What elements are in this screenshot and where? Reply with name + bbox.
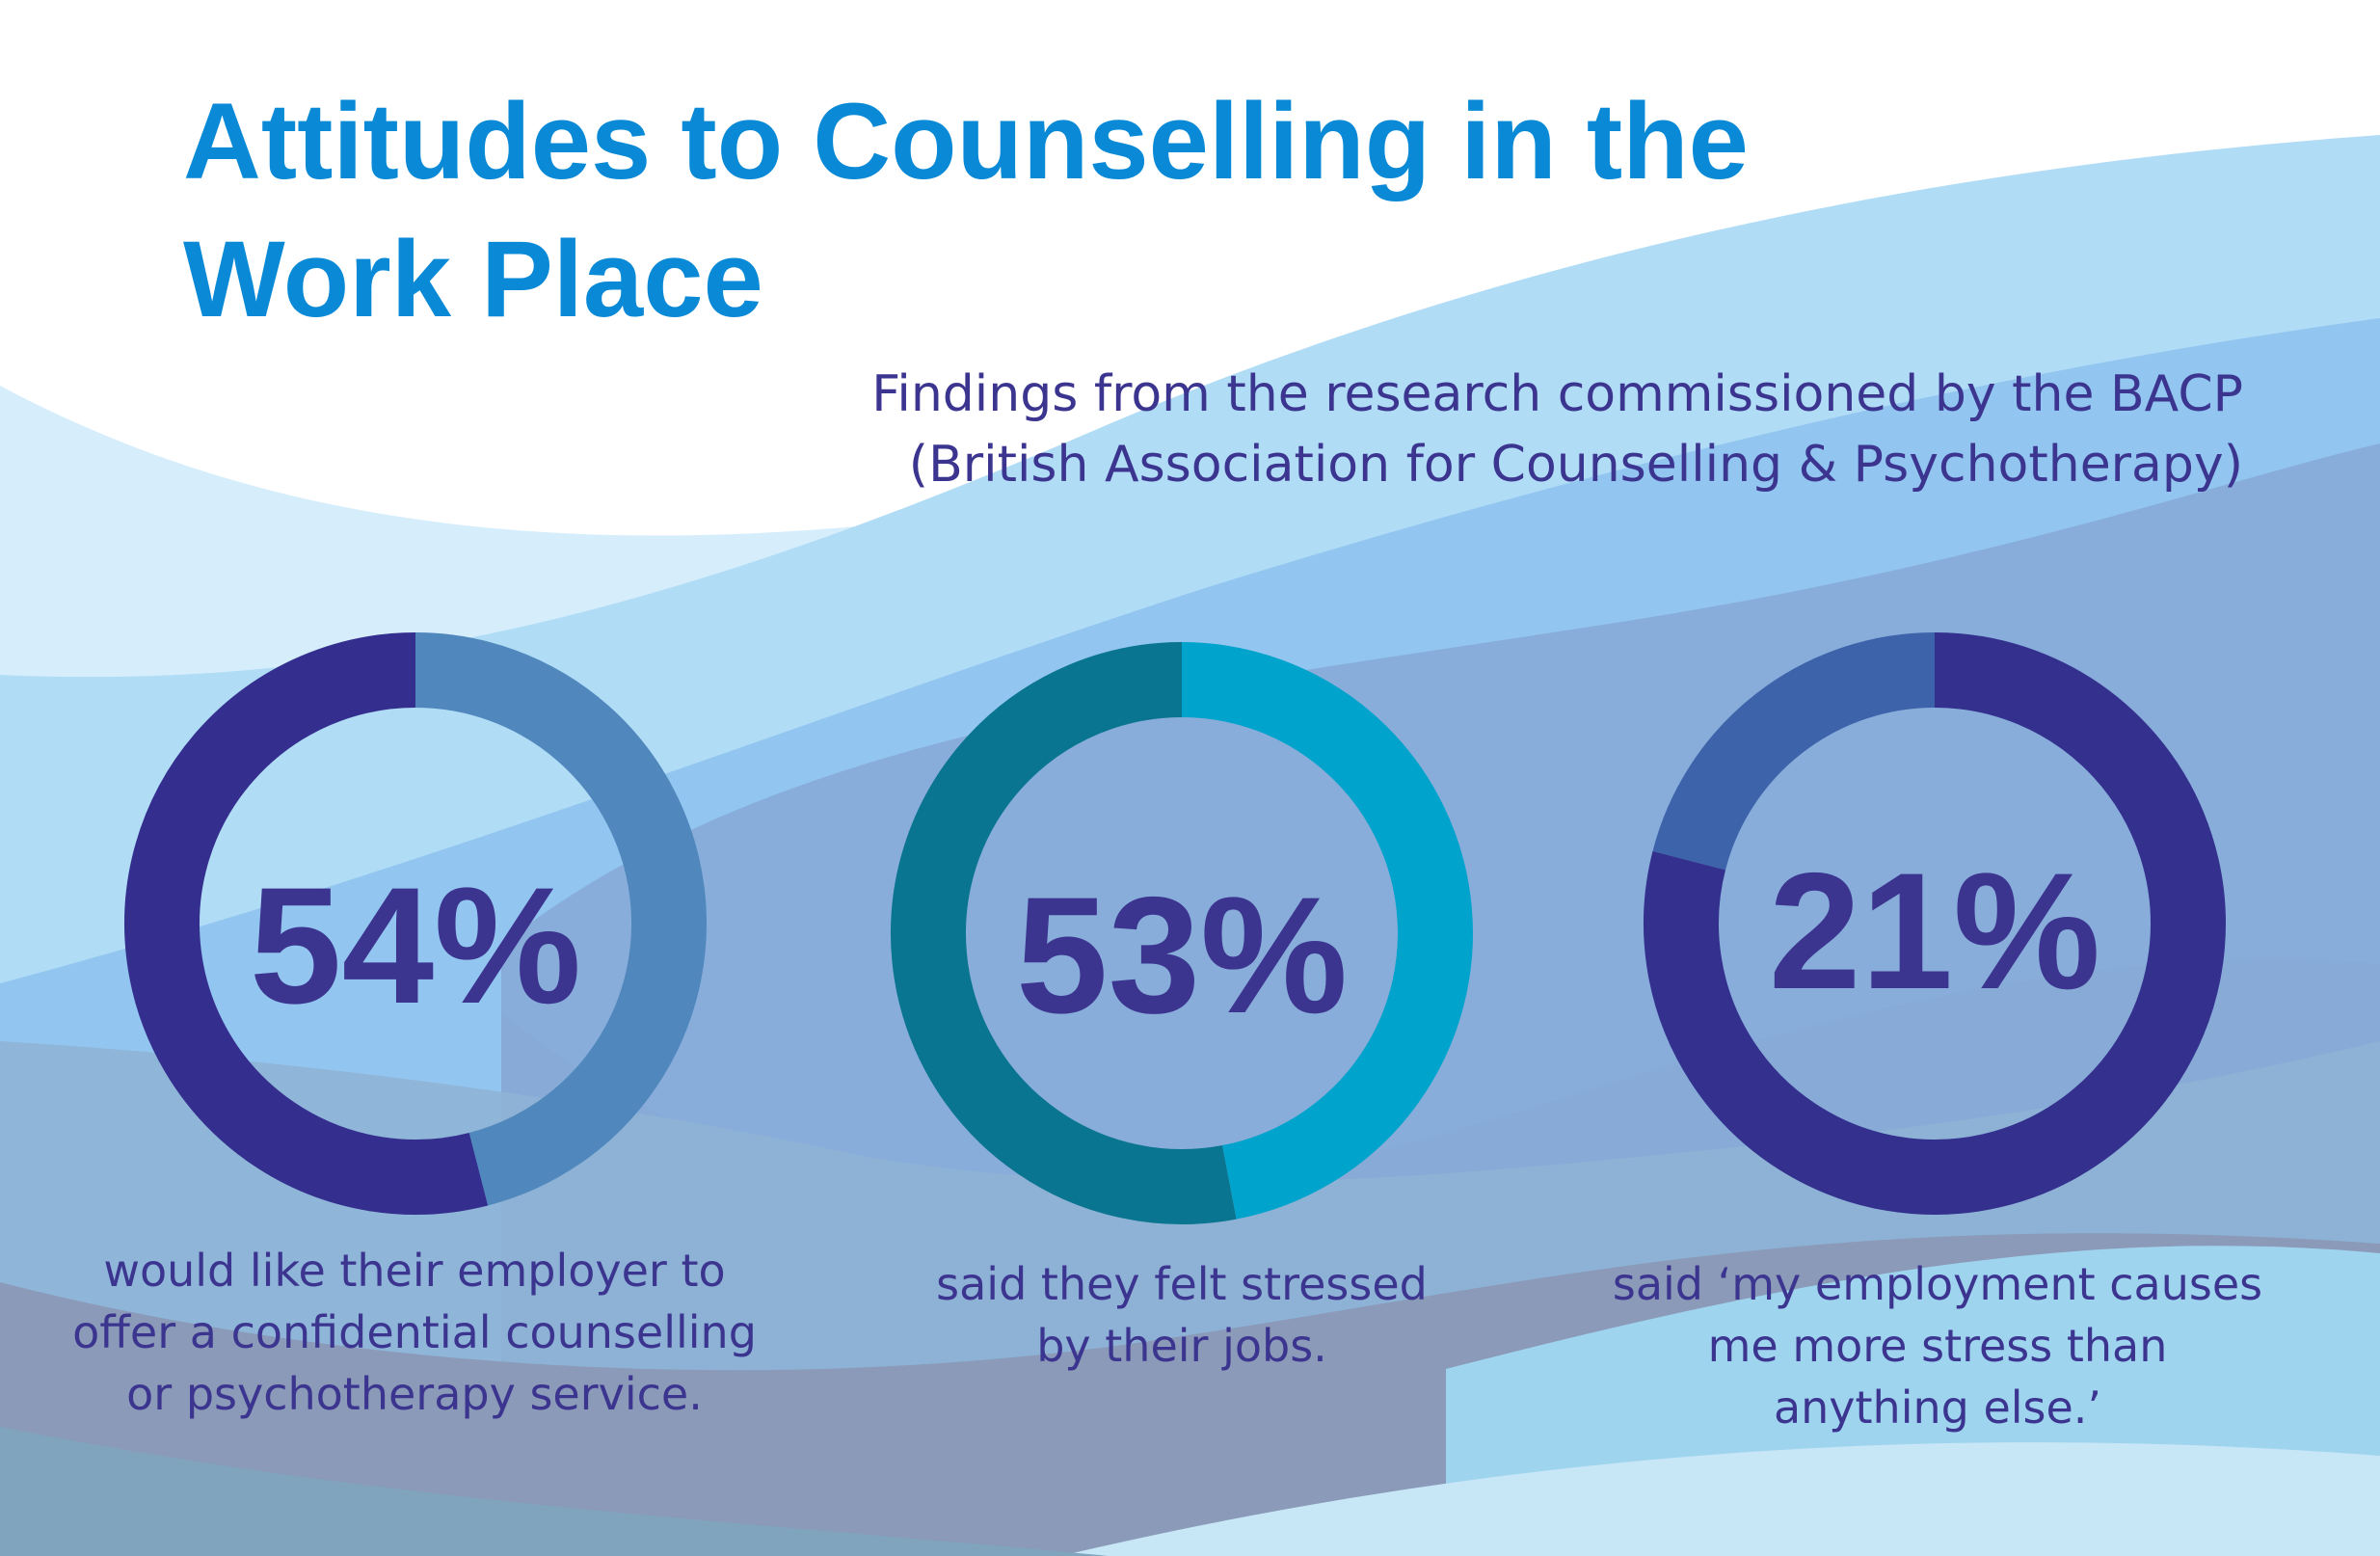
donut-3-value-label: 21% [1769,839,2100,1024]
caption-2-line-1: said they felt stressed [936,1258,1428,1310]
caption-2: said they felt stressed by their jobs. [835,1253,1529,1377]
caption-1-line-1: would like their employer to [103,1245,726,1297]
donut-2-value-label: 53% [1016,863,1348,1048]
caption-3-line-2: me more stress than [1707,1320,2168,1372]
donut-1-value-label: 54% [250,853,581,1038]
caption-1-line-2: offer a confidential counselling [72,1306,757,1358]
page-title: Attitudes to Counselling in the Work Pla… [183,72,1749,348]
donut-3: 21% [1644,632,2226,1215]
caption-2-line-2: by their jobs. [1036,1320,1327,1372]
donut-1-remainder-slice [414,632,708,1206]
caption-3-line-3: anything else.’ [1773,1382,2102,1434]
caption-3-line-1: said ‘my employment causes [1612,1258,2263,1310]
wave-grey-2 [0,1427,1109,1556]
subtitle-line-2: (British Association for Counselling & P… [908,436,2243,494]
donut-1-value-slice [124,632,489,1215]
title-line-1: Attitudes to Counselling in the [183,81,1749,201]
donut-2-value-slice [891,642,1237,1224]
caption-3: said ‘my employment causes me more stres… [1591,1253,2285,1438]
wave-light-bottom [1060,1442,2380,1556]
donut-3-value-slice [1652,632,1936,871]
donut-1: 54% [124,632,708,1215]
caption-1-line-3: or psychotherapy service. [126,1368,703,1420]
donut-3-remainder-slice [1644,632,2226,1215]
donut-2: 53% [891,642,1473,1224]
caption-1: would like their employer to offer a con… [67,1240,762,1425]
donut-2-remainder-slice [1181,642,1473,1220]
title-line-2: Work Place [183,219,763,339]
subtitle: Findings from the research commissioned … [871,360,2243,500]
subtitle-line-1: Findings from the research commissioned … [871,365,2243,423]
